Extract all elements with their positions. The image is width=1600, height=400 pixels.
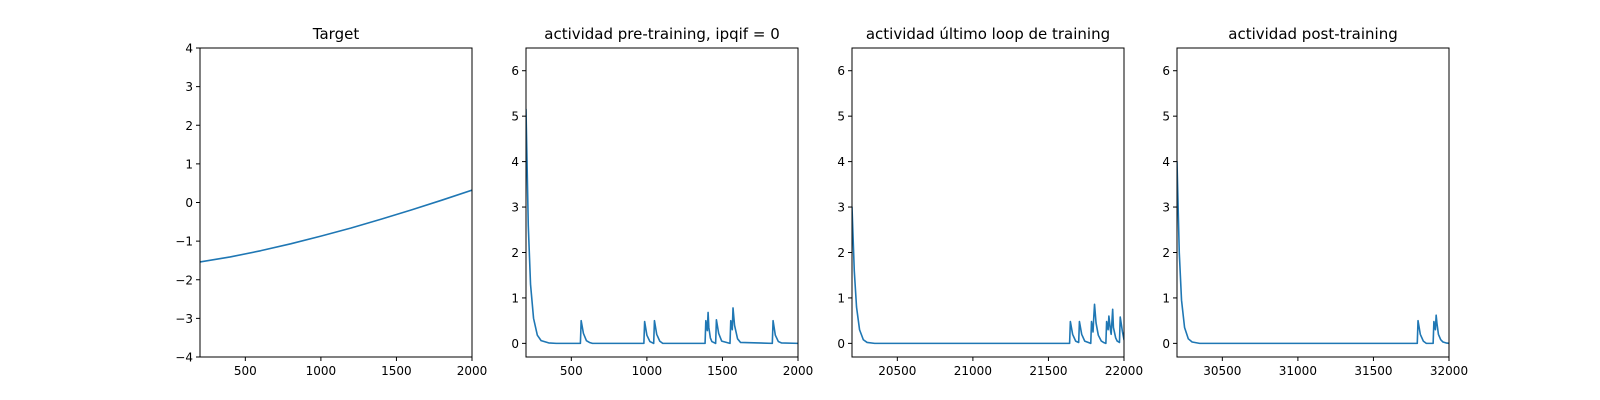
y-tick-label: 1 bbox=[511, 291, 519, 305]
subplot-4: 30500 31000 31500 32000 0 1 2 3 4 5 6 actividad pos… bbox=[1162, 25, 1468, 378]
y-tick-label: 4 bbox=[185, 42, 193, 56]
series-line-1 bbox=[200, 189, 472, 263]
x-tick-label: 1500 bbox=[707, 364, 738, 378]
x-tick-label: 32000 bbox=[1430, 364, 1468, 378]
y-tick-label: 3 bbox=[185, 80, 193, 94]
axes-frame bbox=[525, 47, 799, 358]
y-tick-label: 1 bbox=[185, 157, 193, 171]
y-tick-label: 4 bbox=[837, 155, 845, 169]
x-tick-label: 1000 bbox=[306, 364, 337, 378]
x-tick-label: 30500 bbox=[1203, 364, 1241, 378]
subplot-title: actividad pre-training, ipqif = 0 bbox=[544, 25, 780, 43]
series-line-1 bbox=[526, 108, 798, 345]
y-tick-label: 0 bbox=[511, 337, 519, 351]
y-tick-label: 5 bbox=[837, 110, 845, 124]
x-tick-label: 31000 bbox=[1279, 364, 1317, 378]
y-tick-label: 3 bbox=[837, 201, 845, 215]
subplot-1: 500 1000 1500 2000 −4 −3 −2 −1 0 1 2 3 4 Target bbox=[175, 25, 487, 378]
x-tick-label: 20500 bbox=[878, 364, 916, 378]
y-tick-label: 6 bbox=[837, 64, 845, 78]
y-tick-label: 4 bbox=[1162, 155, 1170, 169]
x-tick-label: 31500 bbox=[1354, 364, 1392, 378]
axes-frame bbox=[851, 47, 1125, 358]
y-tick-label: 2 bbox=[1162, 246, 1170, 260]
y-tick-label: 5 bbox=[511, 110, 519, 124]
x-tick-label: 21500 bbox=[1029, 364, 1067, 378]
series-line-1 bbox=[852, 206, 1124, 345]
y-tick-label: −1 bbox=[175, 235, 193, 249]
x-tick-label: 22000 bbox=[1105, 364, 1143, 378]
subplot-3: 20500 21000 21500 22000 0 1 2 3 4 5 6 actividad últ… bbox=[837, 25, 1143, 378]
y-tick-label: 0 bbox=[1162, 337, 1170, 351]
x-tick-label: 500 bbox=[234, 364, 257, 378]
y-tick-label: 4 bbox=[511, 155, 519, 169]
y-tick-label: 5 bbox=[1162, 110, 1170, 124]
y-tick-label: 2 bbox=[837, 246, 845, 260]
y-tick-label: 1 bbox=[1162, 291, 1170, 305]
x-tick-label: 1000 bbox=[632, 364, 663, 378]
subplot-title: Target bbox=[312, 25, 360, 43]
y-tick-label: 3 bbox=[511, 201, 519, 215]
subplot-2: 500 1000 1500 2000 0 1 2 3 4 5 6 actividad pre-trai… bbox=[511, 25, 813, 378]
x-tick-label: 2000 bbox=[783, 364, 814, 378]
subplot-title: actividad último loop de training bbox=[866, 25, 1110, 43]
axes-frame bbox=[199, 47, 473, 358]
y-tick-label: −4 bbox=[175, 351, 193, 365]
y-tick-label: 3 bbox=[1162, 201, 1170, 215]
subplot-title: actividad post-training bbox=[1228, 25, 1397, 43]
x-tick-label: 2000 bbox=[457, 364, 488, 378]
y-tick-label: 2 bbox=[185, 119, 193, 133]
series-line-1 bbox=[1177, 160, 1449, 345]
y-tick-label: 0 bbox=[837, 337, 845, 351]
y-tick-label: −3 bbox=[175, 312, 193, 326]
y-tick-label: 1 bbox=[837, 291, 845, 305]
x-tick-label: 21000 bbox=[954, 364, 992, 378]
x-tick-label: 500 bbox=[560, 364, 583, 378]
y-tick-label: 2 bbox=[511, 246, 519, 260]
x-tick-label: 1500 bbox=[381, 364, 412, 378]
y-tick-label: 0 bbox=[185, 196, 193, 210]
y-tick-label: 6 bbox=[511, 64, 519, 78]
axes-frame bbox=[1176, 47, 1450, 358]
y-tick-label: −2 bbox=[175, 273, 193, 287]
y-tick-label: 6 bbox=[1162, 64, 1170, 78]
